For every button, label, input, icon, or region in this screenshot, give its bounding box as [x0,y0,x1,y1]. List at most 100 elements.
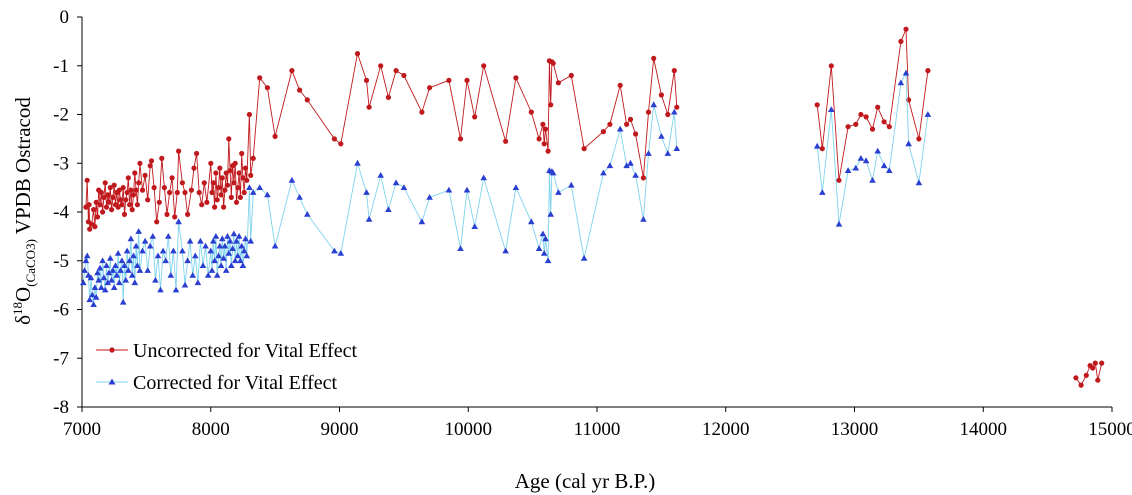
data-point-corrected [149,233,157,239]
data-point-uncorrected [127,202,133,208]
data-point-corrected [512,184,520,190]
data-point-corrected [337,250,345,256]
data-point-uncorrected [881,119,887,125]
data-point-uncorrected [136,180,142,186]
data-point-uncorrected [109,207,115,213]
y-tick-label: -8 [53,397,69,418]
data-point-corrected [623,162,630,169]
data-point-uncorrected [272,133,278,139]
data-point-uncorrected [182,189,188,196]
data-point-corrected [208,267,216,273]
x-tick-label: 14000 [960,419,1008,440]
data-point-corrected [528,218,535,225]
data-point-corrected [212,233,220,239]
data-point-uncorrected [264,85,270,91]
data-point-uncorrected [154,219,160,225]
data-point-uncorrected [633,131,639,137]
data-point-uncorrected [235,185,241,191]
x-tick-label: 11000 [574,419,621,440]
data-point-uncorrected [213,170,219,176]
data-point-uncorrected [102,180,108,186]
data-point-corrected [905,140,912,147]
data-point-uncorrected [624,121,630,127]
data-point-uncorrected [227,168,233,174]
data-point-corrected [141,237,149,244]
data-point-uncorrected [645,109,652,115]
data-point-uncorrected [84,177,90,183]
data-point-uncorrected [898,38,904,45]
series-uncorrected [83,26,1105,388]
data-point-uncorrected [176,148,182,154]
data-point-corrected [229,245,236,251]
data-point-corrected [219,235,226,242]
x-tick-label: 12000 [702,419,750,440]
data-point-uncorrected [528,109,534,115]
data-point-uncorrected [828,63,834,69]
data-point-corrected [243,252,251,259]
data-point-uncorrected [331,136,337,142]
data-point-uncorrected [179,180,185,186]
data-point-uncorrected [123,197,129,203]
data-point-uncorrected [132,170,138,176]
data-point-corrected [869,176,876,183]
data-point-uncorrected [513,75,519,81]
axes [77,16,1113,412]
data-point-corrected [139,247,146,254]
data-point-uncorrected [199,202,205,208]
data-point-uncorrected [172,214,178,220]
data-point-uncorrected [393,68,399,74]
data-point-corrected [86,296,93,303]
data-point-corrected [109,267,117,273]
data-point-uncorrected [1092,360,1098,366]
data-point-uncorrected [119,202,125,208]
data-point-uncorrected [237,194,243,200]
data-point-uncorrected [164,211,170,217]
data-point-uncorrected [836,177,842,183]
data-point-uncorrected [481,63,487,69]
data-point-corrected [234,252,242,259]
data-point-corrected [544,257,552,264]
data-point-uncorrected [98,189,104,196]
data-point-corrected [857,155,865,161]
data-point-uncorrected [214,197,220,203]
data-point-corrected [915,179,923,186]
data-point-uncorrected [1090,365,1096,371]
data-point-uncorrected [1095,377,1101,383]
series-group [80,26,1105,388]
data-point-corrected [105,269,113,276]
data-point-uncorrected [133,187,139,193]
data-point-uncorrected [156,199,162,205]
data-point-uncorrected [139,187,146,193]
legend-label-corrected: Corrected for Vital Effect [133,372,338,394]
data-point-corrected [844,167,852,173]
data-point-uncorrected [223,170,229,176]
data-point-corrected [157,286,164,293]
data-point-corrected [819,189,826,195]
legend-marker-uncorrected [109,347,115,353]
x-tick-label: 9000 [321,419,359,440]
data-point-uncorrected [194,150,200,157]
data-point-uncorrected [814,102,820,108]
data-point-corrected [480,174,487,181]
data-point-corrected [426,194,433,200]
data-point-corrected [354,159,361,166]
data-point-corrected [897,79,905,86]
data-point-corrected [568,181,575,188]
data-point-uncorrected [212,204,218,210]
data-point-corrected [640,215,647,222]
data-point-corrected [645,150,652,156]
data-point-uncorrected [250,155,256,161]
data-point-uncorrected [600,129,607,135]
data-point-corrected [136,267,144,273]
data-point-corrected [225,250,233,256]
data-point-corrected [146,242,154,249]
data-point-corrected [222,267,230,273]
data-point-corrected [154,252,162,259]
data-point-corrected [555,189,562,195]
data-point-uncorrected [627,116,634,122]
data-point-corrected [233,237,240,244]
data-point-uncorrected [204,199,210,205]
data-point-corrected [445,186,453,193]
data-point-uncorrected [188,187,194,193]
data-point-uncorrected [130,192,137,198]
